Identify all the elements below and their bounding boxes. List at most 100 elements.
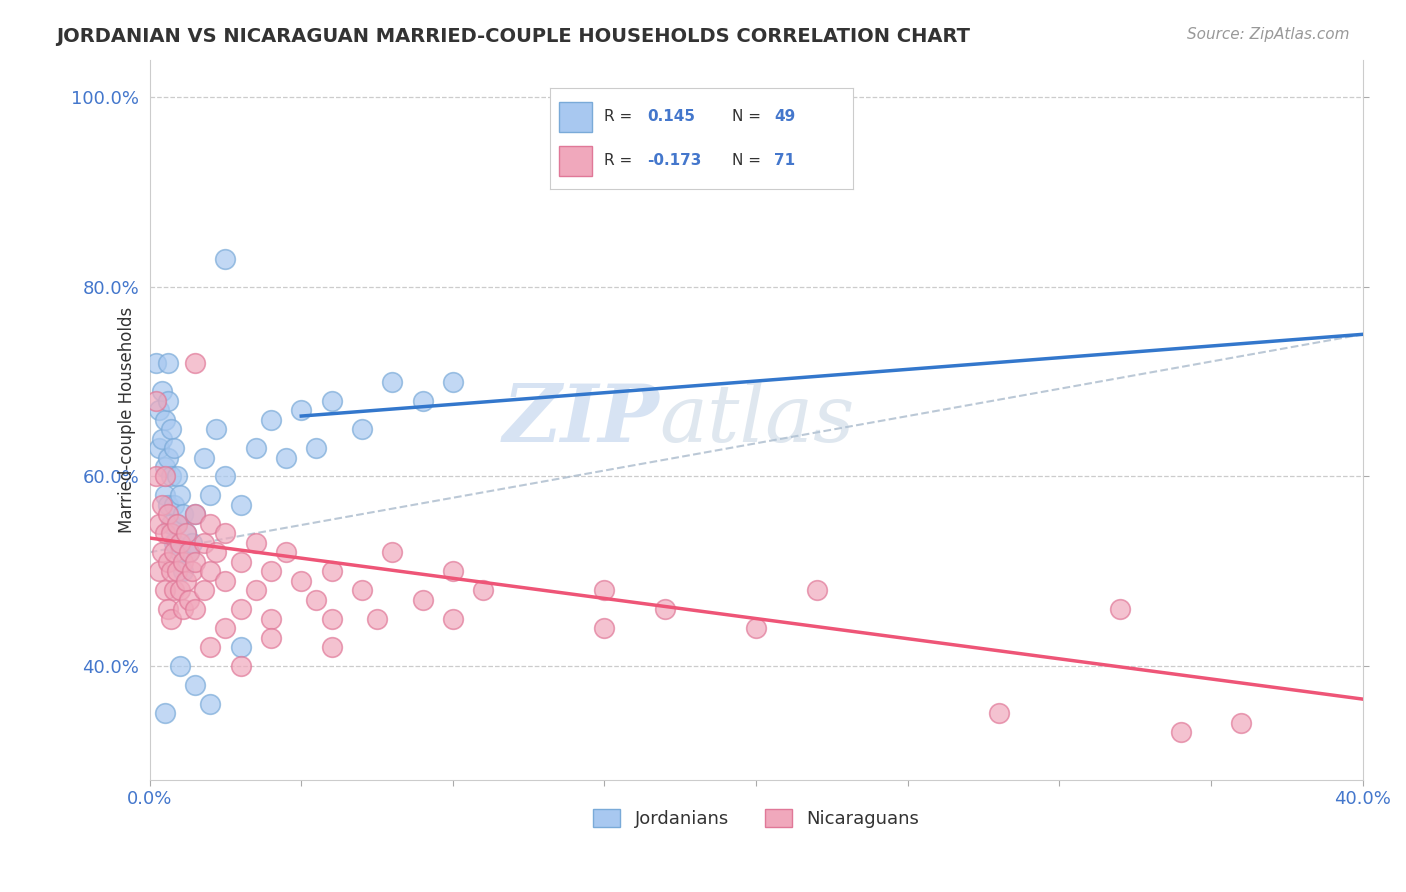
Point [441,375,464,389]
Point [193,583,215,598]
Point [160,526,183,541]
Point [441,564,464,578]
Point [214,469,236,483]
Point [166,516,188,531]
Legend: Jordanians, Nicaraguans: Jordanians, Nicaraguans [586,802,927,836]
Point [153,412,176,426]
Point [166,564,188,578]
Point [381,545,404,559]
Point [160,564,183,578]
Point [321,564,343,578]
Point [163,498,186,512]
Point [145,393,167,408]
Point [305,441,328,455]
Point [214,621,236,635]
Point [441,611,464,625]
Point [156,555,179,569]
Point [153,460,176,475]
Point [229,498,252,512]
Point [229,640,252,654]
Point [181,535,204,549]
Point [987,706,1010,721]
Point [321,393,343,408]
Point [350,422,373,436]
Point [163,583,186,598]
Point [169,545,191,559]
Text: ZIP: ZIP [502,381,659,458]
Point [148,403,170,417]
Point [472,583,495,598]
Point [245,583,267,598]
Point [366,611,388,625]
Point [163,441,186,455]
Point [184,678,207,692]
Point [148,564,170,578]
Point [181,564,204,578]
Point [412,592,434,607]
Point [260,564,283,578]
Point [214,252,236,266]
Point [172,555,194,569]
Point [169,583,191,598]
Point [260,611,283,625]
Point [156,393,179,408]
Point [160,516,183,531]
Text: atlas: atlas [659,381,855,458]
Point [274,545,297,559]
Point [156,498,179,512]
Point [177,545,200,559]
Point [153,526,176,541]
Text: JORDANIAN VS NICARAGUAN MARRIED-COUPLE HOUSEHOLDS CORRELATION CHART: JORDANIAN VS NICARAGUAN MARRIED-COUPLE H… [56,27,970,45]
Point [177,545,200,559]
Point [153,583,176,598]
Point [321,611,343,625]
Point [290,574,312,588]
Point [1109,602,1132,616]
Point [156,356,179,370]
Text: Source: ZipAtlas.com: Source: ZipAtlas.com [1187,27,1350,42]
Point [200,488,222,502]
Point [205,545,228,559]
Point [145,356,167,370]
Point [156,508,179,522]
Point [214,574,236,588]
Point [193,535,215,549]
Point [174,574,197,588]
Point [153,488,176,502]
Point [205,422,228,436]
Point [177,592,200,607]
Point [160,422,183,436]
Point [229,555,252,569]
Point [260,631,283,645]
Point [184,508,207,522]
Point [169,488,191,502]
Point [260,412,283,426]
Point [184,508,207,522]
Point [193,450,215,465]
Point [274,450,297,465]
Point [290,403,312,417]
Point [229,659,252,673]
Point [245,535,267,549]
Point [350,583,373,598]
Point [150,498,173,512]
Point [153,706,176,721]
Point [593,583,616,598]
Point [166,469,188,483]
Point [229,602,252,616]
Point [184,356,207,370]
Point [200,516,222,531]
Point [166,516,188,531]
Point [305,592,328,607]
Point [806,583,828,598]
Point [1230,715,1253,730]
Point [163,535,186,549]
Point [156,450,179,465]
Point [172,602,194,616]
Y-axis label: Married-couple Households: Married-couple Households [118,307,136,533]
Point [174,526,197,541]
Point [160,611,183,625]
Point [245,441,267,455]
Point [321,640,343,654]
Point [200,564,222,578]
